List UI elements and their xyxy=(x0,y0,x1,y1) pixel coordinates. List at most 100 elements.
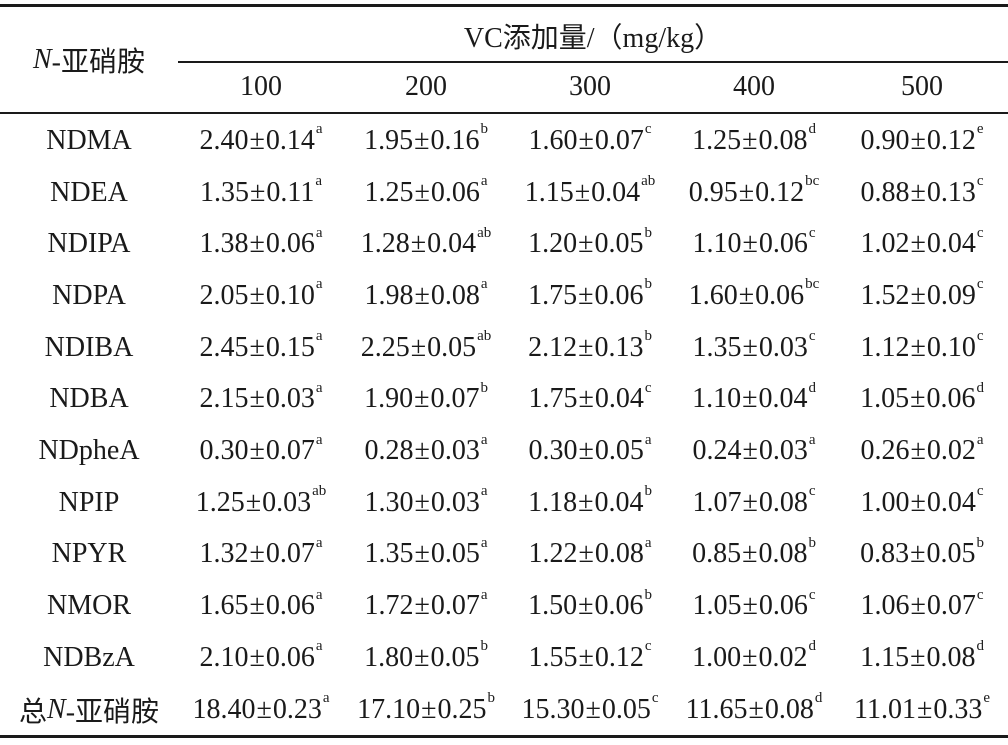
cell-mean: 0.85 xyxy=(692,538,742,570)
significance-letter: d xyxy=(808,379,816,396)
cell-mean: 0.30 xyxy=(199,435,249,467)
plus-minus-sign: ± xyxy=(414,486,430,518)
plus-minus-sign: ± xyxy=(249,538,265,570)
table-cell: 1.75 ±0.06 b xyxy=(508,270,672,322)
table-cell: 1.30 ±0.03 a xyxy=(344,477,508,529)
significance-letter: c xyxy=(976,224,984,241)
cell-mean: 1.12 xyxy=(860,331,910,363)
cell-mean: 1.30 xyxy=(364,486,414,518)
cell-mean: 0.26 xyxy=(860,435,910,467)
cell-mean: 1.65 xyxy=(199,590,249,622)
group-header-rule xyxy=(178,61,1008,63)
row-label: NMOR xyxy=(46,590,131,622)
cell-mean: 1.72 xyxy=(364,590,414,622)
plus-minus-sign: ± xyxy=(910,383,926,415)
plus-minus-sign: ± xyxy=(249,124,265,156)
plus-minus-sign: ± xyxy=(249,176,266,208)
cell-sd: 0.13 xyxy=(594,331,644,363)
cell-sd: 0.08 xyxy=(764,693,814,725)
table-cell: 1.25 ±0.03 ab xyxy=(178,477,344,529)
row-label-suffix: -亚硝胺 xyxy=(65,696,160,728)
table-cell: 1.05 ±0.06 d xyxy=(836,374,1008,426)
table-cell: 1.32 ±0.07 a xyxy=(178,529,344,581)
cell-sd: 0.05 xyxy=(926,538,976,570)
table-cell: 1.05 ±0.06 c xyxy=(672,580,836,632)
plus-minus-sign: ± xyxy=(742,331,758,363)
significance-letter: ab xyxy=(477,224,492,241)
table-cell: 0.30 ±0.07 a xyxy=(178,425,344,477)
cell-sd: 0.02 xyxy=(926,435,976,467)
cell-mean: 2.25 xyxy=(360,331,410,363)
cell-sd: 0.04 xyxy=(594,383,644,415)
plus-minus-sign: ± xyxy=(578,641,594,673)
table-cell: 1.18 ±0.04 b xyxy=(508,477,672,529)
plus-minus-sign: ± xyxy=(585,693,601,725)
table-cell: 15.30 ±0.05 c xyxy=(508,684,672,736)
row-label: NDpheA xyxy=(38,435,140,467)
cell-sd: 0.25 xyxy=(437,693,487,725)
cell-sd: 0.11 xyxy=(266,176,315,208)
plus-minus-sign: ± xyxy=(249,641,265,673)
cell-sd: 0.04 xyxy=(926,228,976,260)
plus-minus-sign: ± xyxy=(578,228,594,260)
cell-sd: 0.06 xyxy=(430,176,480,208)
table-cell: 1.75 ±0.04 c xyxy=(508,374,672,426)
cell-sd: 0.10 xyxy=(926,331,976,363)
table-cell: 1.35 ±0.11 a xyxy=(178,167,344,219)
table-cell: 1.15 ±0.08 d xyxy=(836,632,1008,684)
cell-mean: 1.52 xyxy=(860,279,910,311)
cell-mean: 1.50 xyxy=(528,590,578,622)
cell-mean: 1.07 xyxy=(692,486,742,518)
cell-sd: 0.08 xyxy=(430,279,480,311)
significance-letter: c xyxy=(976,483,984,500)
significance-letter: b xyxy=(480,638,488,655)
cell-mean: 18.40 xyxy=(192,693,256,725)
table-cell: 1.60 ±0.07 c xyxy=(508,115,672,167)
plus-minus-sign: ± xyxy=(578,124,594,156)
significance-letter: bc xyxy=(805,276,820,293)
cell-sd: 0.07 xyxy=(265,538,315,570)
significance-letter: c xyxy=(644,379,652,396)
plus-minus-sign: ± xyxy=(421,693,437,725)
plus-minus-sign: ± xyxy=(574,176,591,208)
cell-mean: 1.10 xyxy=(692,228,742,260)
table-cell: 0.24 ±0.03 a xyxy=(672,425,836,477)
significance-letter: c xyxy=(644,121,652,138)
table-cell: 1.12 ±0.10 c xyxy=(836,322,1008,374)
cell-mean: 11.01 xyxy=(853,693,916,725)
plus-minus-sign: ± xyxy=(742,435,758,467)
cell-sd: 0.09 xyxy=(926,279,976,311)
cell-sd: 0.05 xyxy=(594,435,644,467)
cell-sd: 0.02 xyxy=(758,641,808,673)
plus-minus-sign: ± xyxy=(414,641,430,673)
plus-minus-sign: ± xyxy=(738,176,755,208)
cell-mean: 17.10 xyxy=(357,693,421,725)
significance-letter: ab xyxy=(312,483,327,500)
significance-letter: a xyxy=(315,276,323,293)
cell-mean: 1.75 xyxy=(528,279,578,311)
plus-minus-sign: ± xyxy=(910,279,926,311)
significance-letter: c xyxy=(976,586,984,603)
table-cell: 1.55 ±0.12 c xyxy=(508,632,672,684)
significance-letter: a xyxy=(480,483,488,500)
plus-minus-sign: ± xyxy=(578,279,594,311)
significance-letter: c xyxy=(976,276,984,293)
plus-minus-sign: ± xyxy=(249,383,265,415)
cell-sd: 0.06 xyxy=(265,228,315,260)
table-cell: 2.10 ±0.06 a xyxy=(178,632,344,684)
cell-mean: 1.15 xyxy=(524,176,574,208)
plus-minus-sign: ± xyxy=(910,641,926,673)
row-label: NDBA xyxy=(49,383,129,415)
table-cell: 2.40 ±0.14 a xyxy=(178,115,344,167)
significance-letter: b xyxy=(487,690,495,707)
significance-letter: a xyxy=(480,276,488,293)
significance-letter: a xyxy=(480,431,488,448)
cell-mean: 2.15 xyxy=(199,383,249,415)
table-cell: 1.07 ±0.08 c xyxy=(672,477,836,529)
significance-letter: c xyxy=(808,586,816,603)
plus-minus-sign: ± xyxy=(414,124,430,156)
cell-mean: 15.30 xyxy=(521,693,585,725)
cell-mean: 1.38 xyxy=(199,228,249,260)
plus-minus-sign: ± xyxy=(578,383,594,415)
table-cell: 1.25 ±0.08 d xyxy=(672,115,836,167)
